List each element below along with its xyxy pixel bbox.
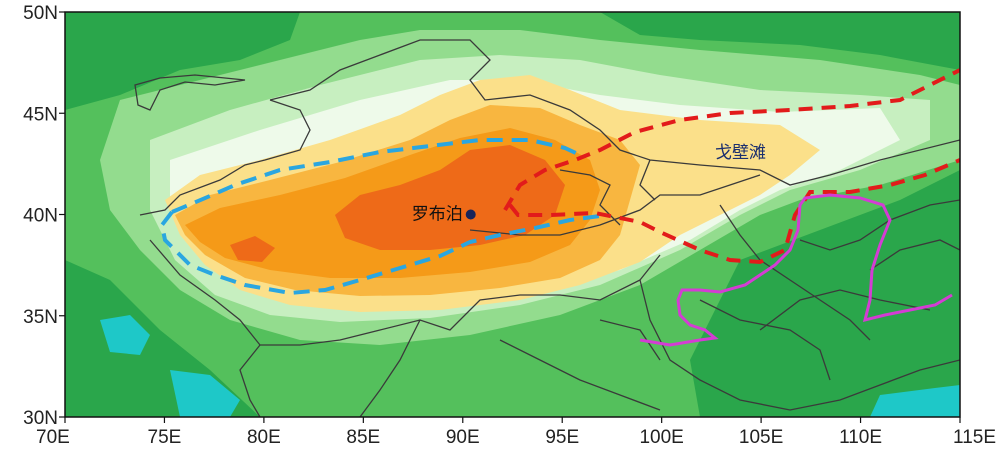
- x-tick-label: 95E: [545, 427, 579, 448]
- y-tick-label: 40N: [23, 206, 58, 227]
- gobi-label: 戈壁滩: [715, 143, 766, 163]
- blue-dashed-contour: [159, 138, 601, 296]
- y-tick-label: 50N: [23, 3, 58, 24]
- x-axis: 70E 75E 80E 85E 90E 95E 100E 105E 110E 115E: [36, 417, 996, 448]
- x-tick-label: 105E: [739, 427, 783, 448]
- x-tick-label: 110E: [839, 427, 882, 448]
- lop-nur-label: 罗布泊: [412, 205, 463, 225]
- field-layers: [65, 12, 960, 417]
- x-tick-label: 100E: [639, 427, 683, 448]
- borders: [134, 39, 960, 417]
- y-axis: 30N 35N 40N 45N 50N: [23, 3, 65, 429]
- cyan-patch-1: [100, 315, 150, 355]
- x-tick-label: 85E: [346, 427, 380, 448]
- red-orange-spot: [230, 236, 275, 262]
- cyan-patch-2: [170, 370, 240, 417]
- x-tick-label: 115E: [953, 427, 996, 448]
- red-orange-core: [335, 145, 565, 250]
- y-tick-label: 45N: [23, 104, 58, 125]
- green-dark-nw: [65, 12, 300, 110]
- x-tick-label: 90E: [446, 427, 480, 448]
- x-tick-label: 70E: [36, 427, 70, 448]
- y-tick-label: 30N: [23, 408, 58, 429]
- green-dark-ne: [600, 12, 960, 70]
- magenta-outline: [639, 193, 953, 347]
- cyan-patch-3: [870, 385, 960, 417]
- lop-nur-point: [465, 209, 476, 220]
- x-tick-label: 80E: [247, 427, 281, 448]
- y-tick-label: 35N: [23, 307, 58, 328]
- x-tick-label: 75E: [148, 427, 182, 448]
- red-dashed-contour: [503, 68, 960, 265]
